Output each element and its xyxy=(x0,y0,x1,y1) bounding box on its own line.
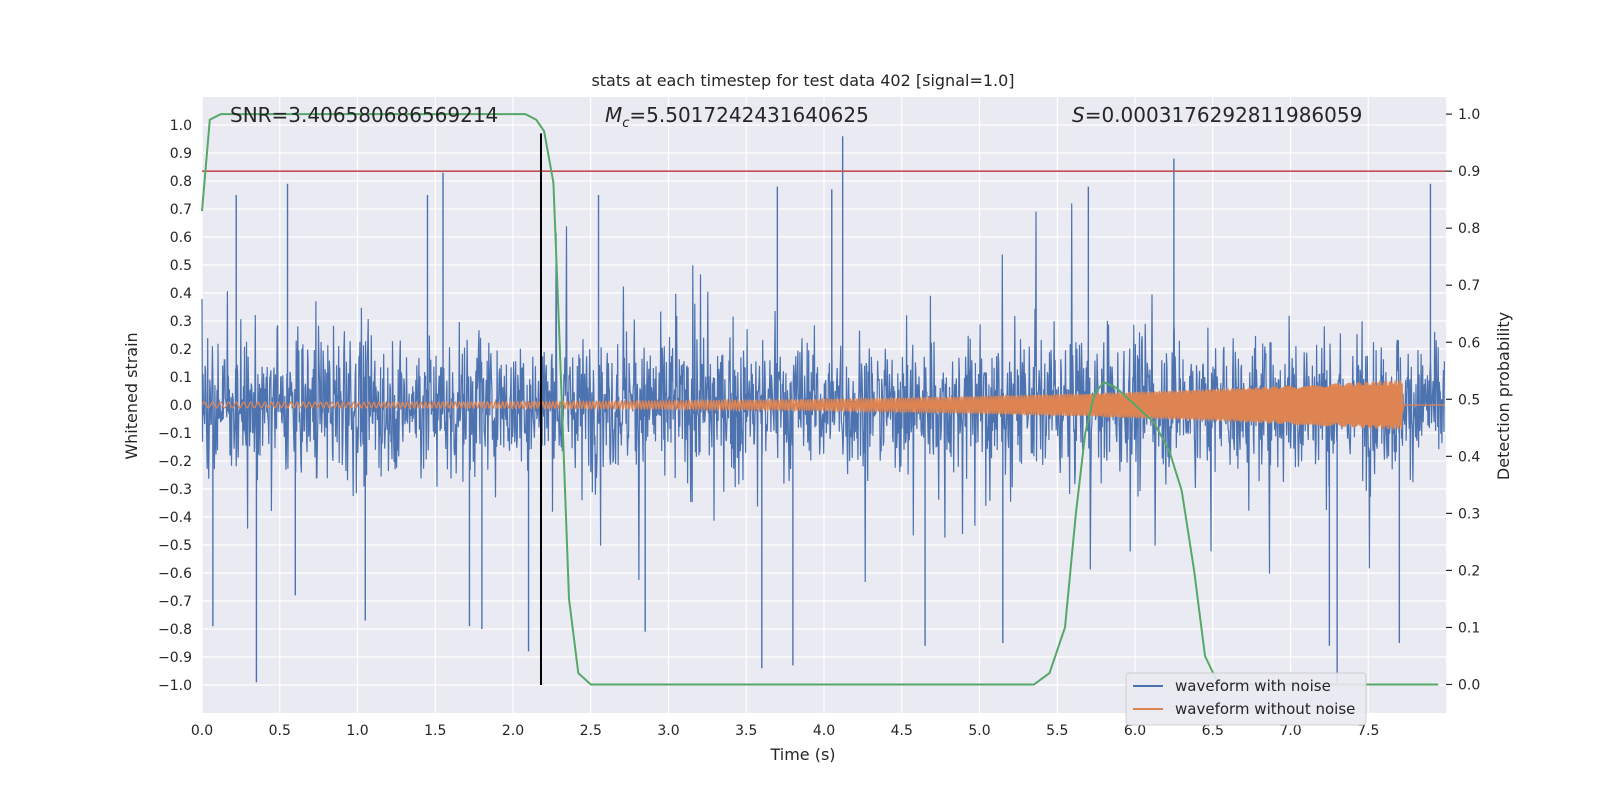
y-right-tick-label: 0.9 xyxy=(1458,164,1480,180)
chirp-mass-value: =5.5017242431640625 xyxy=(629,103,868,127)
y-left-tick-label: 1.0 xyxy=(170,118,192,134)
x-tick-label: 6.0 xyxy=(1124,723,1146,739)
y-left-tick-label: −0.8 xyxy=(158,622,192,638)
y-right-tick-label: 0.6 xyxy=(1458,335,1480,351)
s-symbol: S xyxy=(1072,103,1085,127)
x-tick-label: 5.0 xyxy=(968,723,990,739)
chirp-mass-symbol: M xyxy=(605,103,622,127)
y-right-tick-label: 0.5 xyxy=(1458,392,1480,408)
y-right-tick-label: 0.0 xyxy=(1458,677,1480,693)
y-left-tick-label: 0.5 xyxy=(170,258,192,274)
y-left-tick-label: −0.3 xyxy=(158,482,192,498)
y-left-tick-label: 0.9 xyxy=(170,146,192,162)
series-waveform-without-noise xyxy=(201,380,1445,430)
y-right-tick-label: 1.0 xyxy=(1458,107,1480,123)
s-annotation: S=0.0003176292811986059 xyxy=(1072,103,1362,127)
probability-line xyxy=(201,113,1439,686)
chart-title: stats at each timestep for test data 402… xyxy=(591,71,1014,90)
y-left-tick-label: −0.2 xyxy=(158,454,192,470)
legend: waveform with noise waveform without noi… xyxy=(1125,672,1367,726)
x-tick-label: 4.5 xyxy=(891,723,913,739)
y-left-tick-label: −0.1 xyxy=(158,426,192,442)
series-waveform-with-noise xyxy=(201,136,1445,683)
series-detection-probability xyxy=(201,113,1439,686)
snr-annotation: SNR=3.406580686569214 xyxy=(230,103,498,127)
y-left-tick-label: 0.0 xyxy=(170,398,192,414)
x-tick-label: 2.5 xyxy=(580,723,602,739)
s-value: =0.0003176292811986059 xyxy=(1085,103,1363,127)
x-tick-label: 1.0 xyxy=(346,723,368,739)
y-axis-left-label: Whitened strain xyxy=(122,332,141,459)
y-left-tick-label: −0.7 xyxy=(158,594,192,610)
x-tick-label: 6.5 xyxy=(1202,723,1224,739)
legend-label-with-noise: waveform with noise xyxy=(1175,677,1331,695)
chirp-mass-annotation: Mc=5.5017242431640625 xyxy=(605,103,869,131)
x-tick-label: 3.0 xyxy=(657,723,679,739)
x-tick-label: 5.5 xyxy=(1046,723,1068,739)
x-axis-label: Time (s) xyxy=(769,745,835,764)
y-left-tick-label: 0.7 xyxy=(170,202,192,218)
legend-box xyxy=(1125,672,1367,726)
y-left-tick-label: 0.6 xyxy=(170,230,192,246)
x-tick-label: 0.0 xyxy=(191,723,213,739)
noise-waveform-line xyxy=(201,203,1445,583)
chirp-waveform-line xyxy=(201,380,1445,430)
x-tick-label: 1.5 xyxy=(424,723,446,739)
y-left-tick-label: −0.6 xyxy=(158,566,192,582)
y-left-tick-label: −0.4 xyxy=(158,510,192,526)
y-axis-right-ticks: 1.0 0.9 0.8 0.7 0.6 0.5 0.4 0.3 0.2 0.1 0.0 xyxy=(1446,107,1480,693)
x-tick-label: 7.0 xyxy=(1279,723,1301,739)
y-right-tick-label: 0.1 xyxy=(1458,620,1480,636)
y-left-tick-label: −1.0 xyxy=(158,678,192,694)
y-right-tick-label: 0.2 xyxy=(1458,563,1480,579)
x-axis-ticks: 0.0 0.5 1.0 1.5 2.0 2.5 3.0 3.5 4.0 4.5 5.0 5.5 6.0 6… xyxy=(191,723,1380,739)
y-right-tick-label: 0.8 xyxy=(1458,221,1480,237)
y-right-tick-label: 0.7 xyxy=(1458,278,1480,294)
y-left-tick-label: 0.1 xyxy=(170,370,192,386)
y-left-tick-label: 0.3 xyxy=(170,314,192,330)
x-tick-label: 7.5 xyxy=(1357,723,1379,739)
y-left-tick-label: −0.5 xyxy=(158,538,192,554)
x-tick-label: 3.5 xyxy=(735,723,757,739)
y-left-tick-label: −0.9 xyxy=(158,650,192,666)
x-tick-label: 4.0 xyxy=(813,723,835,739)
x-tick-label: 2.0 xyxy=(502,723,524,739)
y-right-tick-label: 0.4 xyxy=(1458,449,1480,465)
y-axis-left-ticks: 1.0 0.9 0.8 0.7 0.6 0.5 0.4 0.3 0.2 0.1 0.0 −0.1 −0.… xyxy=(158,118,192,694)
x-tick-label: 0.5 xyxy=(269,723,291,739)
chirp-mass-subscript: c xyxy=(622,116,629,131)
y-right-tick-label: 0.3 xyxy=(1458,506,1480,522)
y-left-tick-label: 0.2 xyxy=(170,342,192,358)
legend-label-without-noise: waveform without noise xyxy=(1175,700,1355,718)
y-axis-right-label: Detection probability xyxy=(1494,312,1513,480)
y-left-tick-label: 0.8 xyxy=(170,174,192,190)
y-left-tick-label: 0.4 xyxy=(170,286,192,302)
